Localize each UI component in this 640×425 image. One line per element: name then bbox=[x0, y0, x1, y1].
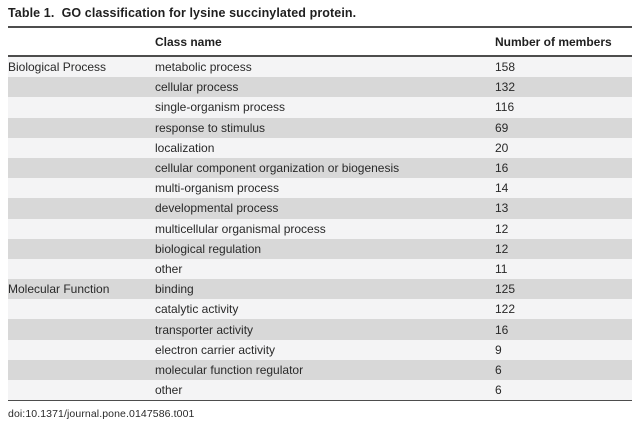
group-cell: Biological Process bbox=[8, 60, 107, 75]
group-cell bbox=[8, 360, 155, 380]
table-row: other 11 bbox=[8, 258, 632, 280]
class-name-cell: multi-organism process bbox=[155, 181, 280, 196]
table-row: developmental process 13 bbox=[8, 198, 632, 219]
members-cell: 132 bbox=[495, 80, 516, 95]
class-name-cell: multicellular organismal process bbox=[155, 221, 326, 236]
members-cell: 20 bbox=[495, 140, 509, 155]
header-row: Class name Number of members bbox=[8, 27, 632, 57]
group-cell bbox=[8, 219, 155, 239]
members-cell: 116 bbox=[495, 100, 515, 115]
class-name-cell: molecular function regulator bbox=[155, 362, 304, 377]
class-name-cell: response to stimulus bbox=[155, 120, 266, 135]
table-row: cellular process 132 bbox=[8, 77, 632, 98]
members-cell: 16 bbox=[495, 322, 509, 337]
group-cell bbox=[8, 340, 155, 360]
members-cell: 12 bbox=[495, 241, 509, 256]
class-name-cell: cellular process bbox=[155, 80, 239, 95]
members-cell: 12 bbox=[495, 221, 509, 236]
members-cell: 6 bbox=[495, 383, 502, 398]
members-cell: 9 bbox=[495, 342, 502, 357]
group-cell bbox=[8, 299, 155, 319]
class-name-cell: biological regulation bbox=[155, 241, 262, 256]
members-cell: 13 bbox=[495, 201, 509, 216]
class-name-cell: developmental process bbox=[155, 201, 279, 216]
members-cell: 16 bbox=[495, 161, 509, 176]
group-cell bbox=[8, 138, 155, 158]
table-row: catalytic activity 122 bbox=[8, 299, 632, 320]
class-name-cell: electron carrier activity bbox=[155, 342, 276, 357]
table-header: Class name Number of members bbox=[8, 27, 632, 57]
doi-text: doi:10.1371/journal.pone.0147586.t001 bbox=[8, 408, 195, 421]
class-name-cell: single-organism process bbox=[155, 100, 286, 115]
column-header-group bbox=[8, 27, 155, 57]
table-row: Biological Process metabolic process 158 bbox=[8, 56, 632, 78]
group-cell bbox=[8, 380, 155, 401]
group-cell: Molecular Function bbox=[8, 282, 110, 297]
class-name-cell: transporter activity bbox=[155, 322, 254, 337]
table-title: Table 1. GO classification for lysine su… bbox=[8, 6, 357, 20]
table-row: multi-organism process 14 bbox=[8, 178, 632, 199]
members-cell: 6 bbox=[495, 362, 502, 377]
group-cell bbox=[8, 319, 155, 339]
table-row: localization 20 bbox=[8, 137, 632, 158]
table-row: biological regulation 12 bbox=[8, 238, 632, 259]
members-cell: 14 bbox=[495, 181, 509, 196]
members-cell: 158 bbox=[495, 60, 516, 75]
class-name-cell: metabolic process bbox=[155, 60, 252, 75]
group-cell bbox=[8, 118, 155, 138]
table-body: Biological Process metabolic process 158… bbox=[8, 56, 632, 401]
class-name-cell: localization bbox=[155, 140, 215, 155]
group-cell bbox=[8, 239, 155, 259]
column-header-class-name: Class name bbox=[155, 27, 495, 57]
table-row: single-organism process 116 bbox=[8, 97, 632, 118]
table-row: Molecular Function binding 125 bbox=[8, 279, 632, 300]
group-cell bbox=[8, 97, 155, 117]
class-name-cell: binding bbox=[155, 282, 194, 297]
group-cell bbox=[8, 178, 155, 198]
members-cell: 11 bbox=[495, 261, 508, 276]
table-row: molecular function regulator 6 bbox=[8, 359, 632, 380]
table-row: response to stimulus 69 bbox=[8, 117, 632, 138]
table-row: cellular component organization or bioge… bbox=[8, 157, 632, 179]
group-cell bbox=[8, 158, 155, 178]
table-row: transporter activity 16 bbox=[8, 319, 632, 340]
members-cell: 69 bbox=[495, 120, 509, 135]
group-cell bbox=[8, 77, 155, 97]
column-header-members: Number of members bbox=[495, 27, 632, 57]
members-cell: 122 bbox=[495, 302, 516, 317]
table-row: electron carrier activity 9 bbox=[8, 339, 632, 360]
table-row: other 6 bbox=[8, 380, 632, 401]
class-name-cell: other bbox=[155, 261, 183, 276]
class-name-cell: other bbox=[155, 383, 183, 398]
members-cell: 125 bbox=[495, 282, 516, 297]
class-name-cell: catalytic activity bbox=[155, 302, 239, 317]
go-classification-table: Class name Number of members Biological … bbox=[8, 26, 632, 402]
class-name-cell: cellular component organization or bioge… bbox=[155, 161, 400, 176]
group-cell bbox=[8, 259, 155, 279]
group-cell bbox=[8, 198, 155, 218]
table-row: multicellular organismal process 12 bbox=[8, 218, 632, 239]
